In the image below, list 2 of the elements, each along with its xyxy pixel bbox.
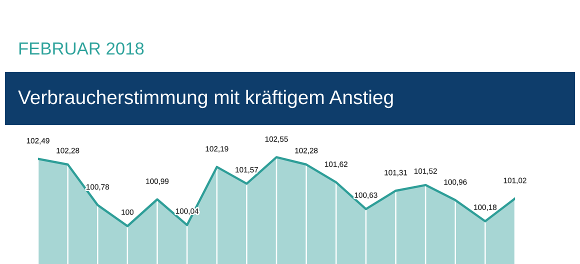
chart-subtitle: FEBRUAR 2018 [19,42,144,55]
chart-title: Verbraucherstimmung mit kräftigem Anstieg [18,90,393,108]
